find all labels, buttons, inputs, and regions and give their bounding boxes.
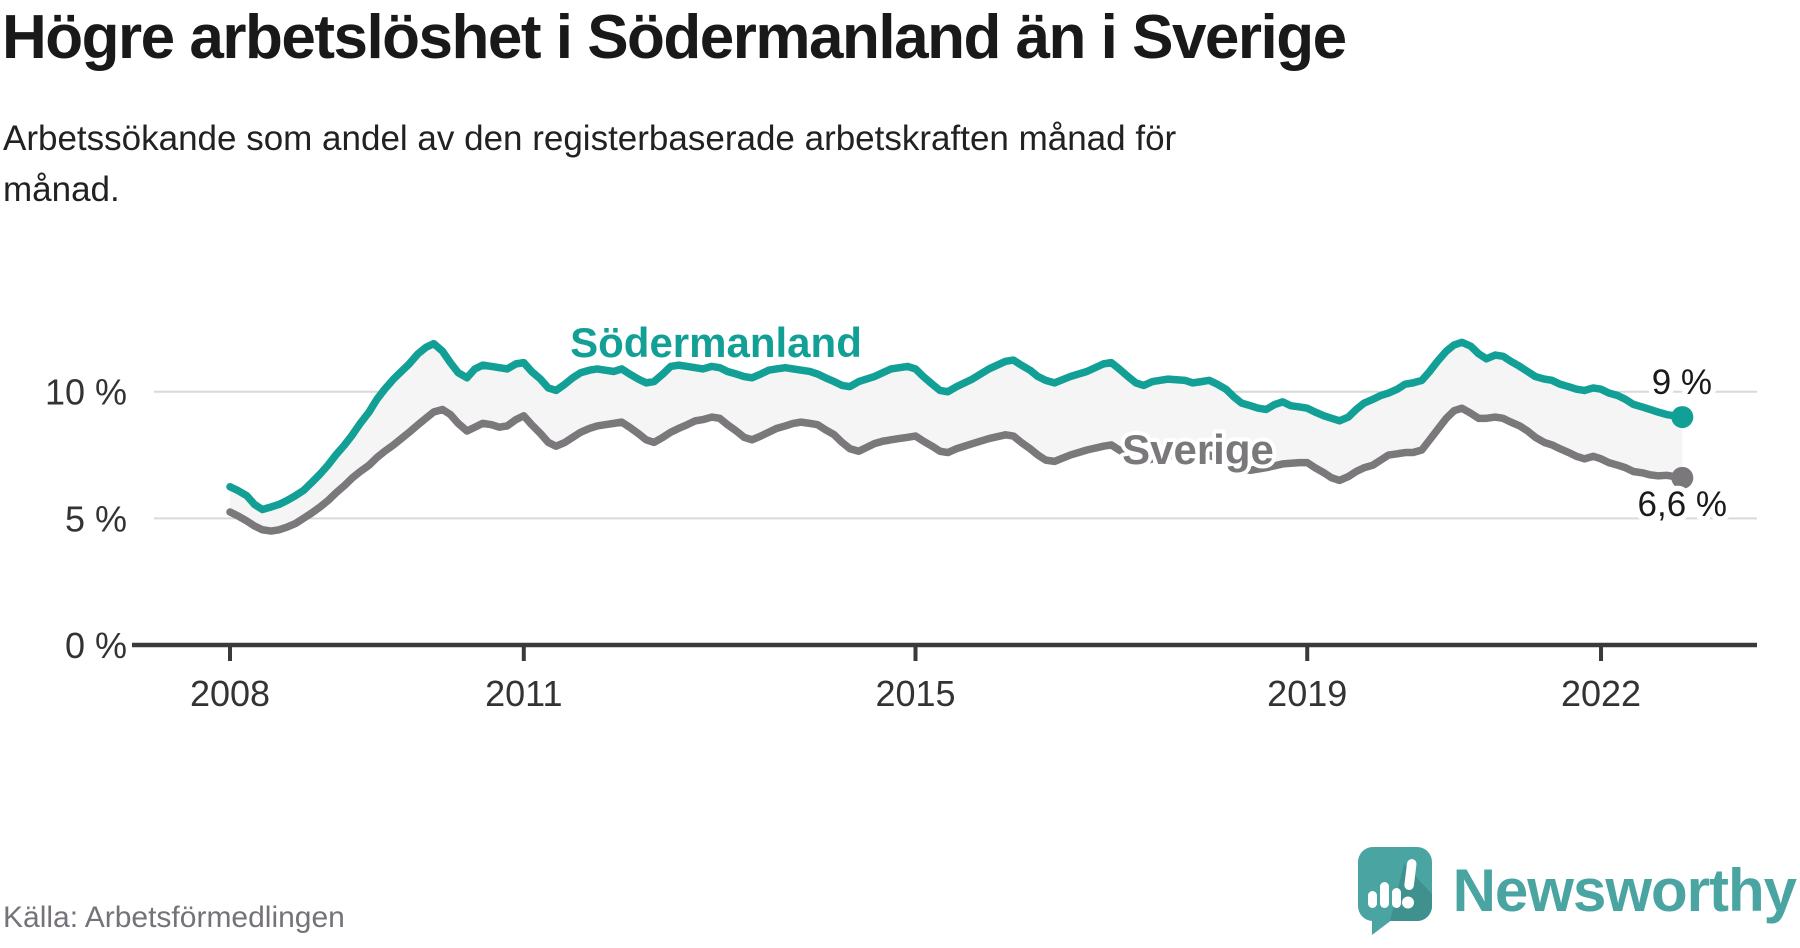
chart-title: Högre arbetslöshet i Södermanland än i S… [2,3,1347,72]
x-axis-label-2015: 2015 [875,673,955,714]
sverige-end-value-label: 6,6 % [1638,485,1728,524]
sodermanland-end-value-label: 9 % [1652,363,1712,402]
sverige-line [226,404,1687,535]
newsworthy-speech-bubble-chart-icon [1357,847,1432,935]
y-axis-label-10-percent: 10 % [45,372,127,413]
gap-band-between-series [230,342,1683,532]
x-axis-label-2008: 2008 [190,673,270,714]
sodermanland-series-label: Södermanland [570,319,862,366]
sverige-series-label: Sverige [1122,426,1274,473]
source-note: Källa: Arbetsförmedlingen [3,901,345,934]
sodermanland-end-dot [1671,406,1694,429]
x-axis-label-2022: 2022 [1561,673,1641,714]
x-axis-label-2011: 2011 [485,673,562,714]
y-axis-label-0-percent: 0 % [65,625,127,666]
chart-subtitle-line1: Arbetssökande som andel av den registerb… [3,119,1177,158]
sverige-end-dot [1671,466,1694,489]
x-axis-label-2019: 2019 [1267,673,1347,714]
chart-subtitle: Arbetssökande som andel av den registerb… [3,114,1176,216]
newsworthy-wordmark: Newsworthy [1452,857,1797,924]
y-axis-label-5-percent: 5 % [65,498,127,539]
chart-subtitle-line2: månad. [3,169,120,209]
sodermanland-line [226,338,1687,514]
newsworthy-logo: Newsworthy [1357,846,1797,936]
